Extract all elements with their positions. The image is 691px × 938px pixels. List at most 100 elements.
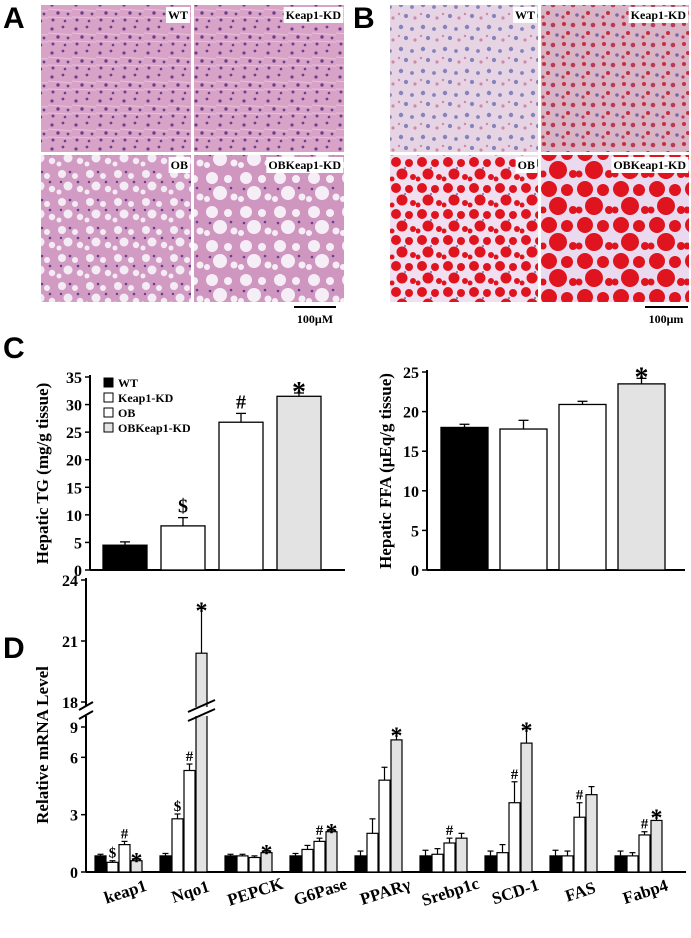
group-ppar: * PPARγ — [354, 723, 413, 909]
y-tick-label: 35 — [66, 370, 82, 387]
y-tick-label: 20 — [403, 405, 419, 422]
micrograph-image — [390, 5, 538, 152]
chart-hepatic-ffa: 0 5 10 15 20 25 Hepatic FFA (μEq/g tissue) * — [376, 362, 685, 580]
bar-rect — [561, 855, 574, 873]
y-tick-label: 9 — [70, 720, 78, 737]
bar-obkeap1-kd: * — [260, 841, 273, 873]
significance-mark: * — [635, 362, 649, 393]
bar-rect — [218, 421, 264, 571]
micrograph-wt: WT — [390, 5, 538, 152]
bar-rect — [508, 802, 521, 873]
y-axis-label: Hepatic FFA (μEq/g tissue) — [376, 373, 395, 569]
significance-mark: # — [641, 817, 649, 833]
bar-keap1-kd — [561, 850, 574, 873]
bar-rect — [160, 525, 206, 571]
bar-wt — [159, 852, 172, 873]
bar-rect — [520, 742, 533, 873]
y-tick-label: 5 — [411, 523, 419, 540]
bar-rect — [573, 816, 586, 873]
legend-item-keap1-kd: Keap1-KD — [103, 391, 174, 405]
group-pepck: * PEPCK — [224, 841, 286, 910]
bar-rect — [558, 403, 607, 571]
micrograph-image — [541, 155, 689, 302]
group-g6pase: # * G6Pase — [289, 820, 350, 909]
bar-wt — [94, 853, 107, 873]
y-tick-label: 3 — [70, 808, 78, 825]
significance-mark: * — [391, 723, 403, 749]
bar-rect — [301, 848, 314, 873]
bar-keap1-kd — [301, 844, 314, 873]
scale-bar-label: 100μm — [649, 312, 684, 326]
bar-rect — [94, 855, 107, 873]
legend-swatch — [103, 422, 114, 433]
bar-wt — [289, 852, 302, 873]
bar-ob: # — [118, 826, 131, 873]
micrograph-image — [194, 5, 344, 152]
y-tick-label: 5 — [74, 535, 82, 552]
bar-keap1-kd — [431, 848, 444, 873]
bar-wt — [354, 850, 367, 873]
label-background — [283, 7, 344, 23]
y-tick-label: 20 — [66, 453, 82, 470]
micrograph-image — [390, 155, 538, 302]
significance-mark: # — [236, 391, 246, 413]
bar-break-gap — [194, 707, 209, 716]
y-tick-label: 0 — [74, 563, 82, 580]
y-tick-label: 30 — [66, 398, 82, 415]
bar-wt — [484, 850, 497, 873]
micrograph-label: WT — [168, 8, 188, 22]
legend-swatch — [103, 377, 114, 388]
legend-label: OB — [118, 406, 135, 420]
y-tick-label: 15 — [403, 444, 419, 461]
bar-keap1-kd: $ — [171, 799, 184, 873]
y-tick-label: 21 — [62, 634, 78, 651]
chart-hepatic-tg: 0 5 10 15 20 25 30 35 Hepatic TG (mg/g tissue) $ #… — [33, 370, 345, 580]
y-tick-label: 24 — [62, 573, 78, 590]
micrograph-label: OBKeap1-KD — [613, 158, 686, 172]
bar-rect — [378, 779, 391, 873]
panel-letter-d: D — [3, 632, 25, 665]
bar-rect — [496, 852, 509, 873]
bar-rect — [248, 856, 261, 873]
micrograph-image — [194, 155, 344, 302]
bar-keap1-kd: $ — [106, 846, 119, 873]
y-tick-label: 10 — [403, 484, 419, 501]
significance-mark: * — [292, 377, 306, 408]
panel-letter-a: A — [3, 2, 25, 35]
bar-rect — [419, 855, 432, 873]
bar-rect — [366, 832, 379, 873]
bar-keap1-kd — [496, 844, 509, 873]
y-tick-label: 25 — [66, 425, 82, 442]
label-background — [515, 157, 537, 173]
significance-mark: $ — [109, 846, 117, 862]
bar-rect — [484, 855, 497, 873]
legend-swatch — [103, 407, 114, 418]
bar-wt — [549, 849, 562, 873]
bar-ob: # — [218, 391, 264, 571]
bar-rect — [443, 842, 456, 873]
micrograph-image — [41, 155, 191, 302]
bar-rect — [614, 855, 627, 873]
y-tick-label: 18 — [62, 695, 78, 712]
legend-item-obkeap1-kd: OBKeap1-KD — [103, 421, 191, 435]
bar-rect — [390, 739, 403, 873]
legend-label: OBKeap1-KD — [118, 421, 191, 435]
axis-break-mark — [78, 701, 94, 711]
significance-mark: $ — [178, 496, 188, 518]
y-tick-label: 25 — [403, 365, 419, 382]
micrograph-ob: OB — [390, 155, 538, 302]
bar-obkeap1-kd — [455, 832, 468, 873]
significance-mark: $ — [174, 799, 182, 815]
group-scd-1: # * SCD-1 — [484, 719, 541, 908]
scale-bar-label: 100μM — [297, 312, 333, 326]
bar-rect — [276, 395, 322, 571]
bar-rect — [106, 861, 119, 873]
group-nqo1: $ # * Nqo1 — [159, 598, 216, 907]
bar-keap1-kd — [626, 852, 639, 873]
bar-obkeap1-kd: * — [276, 377, 322, 571]
axis-break-mark — [78, 710, 94, 720]
bar-rect — [171, 818, 184, 873]
micrograph-obkeap1-kd: OBKeap1-KD — [541, 155, 689, 302]
